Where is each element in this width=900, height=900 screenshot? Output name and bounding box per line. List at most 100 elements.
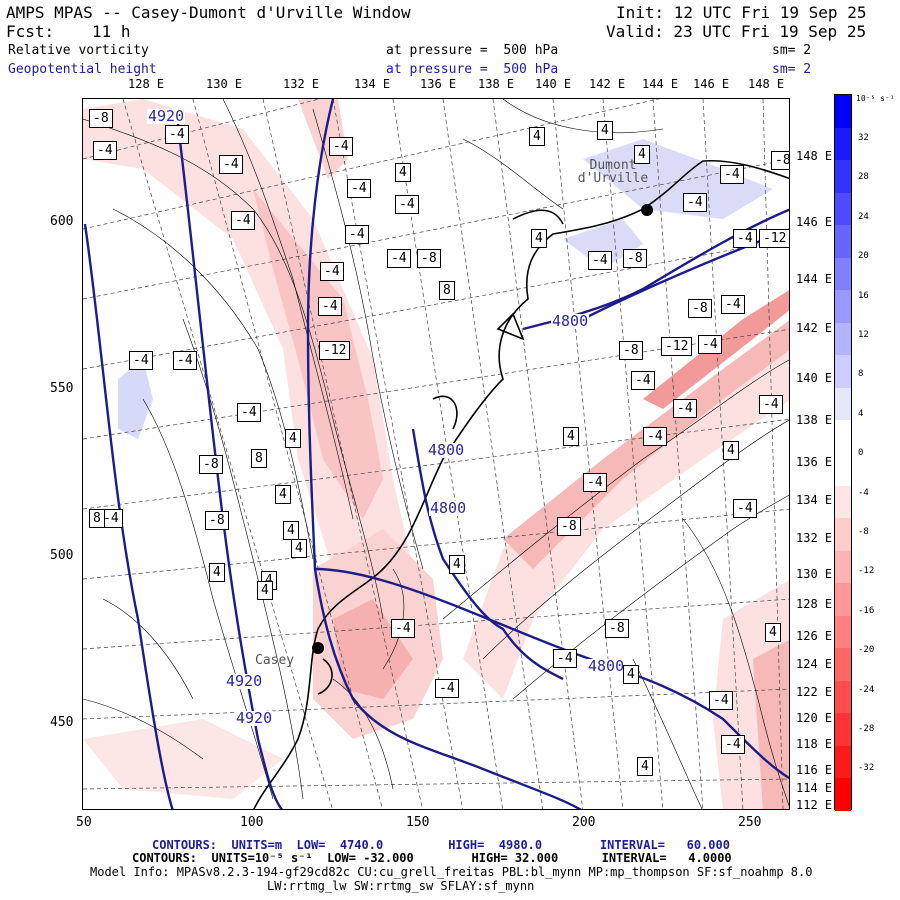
colorbar-swatch [835, 127, 851, 161]
colorbar-label: 4 [858, 408, 864, 419]
top-longitude-label: 142 E [589, 77, 626, 91]
right-longitude-label: 148 E [796, 149, 833, 163]
right-longitude-label: 142 E [796, 321, 833, 335]
colorbar-swatch [835, 95, 851, 129]
colorbar-swatch [835, 778, 851, 812]
vorticity-contour-label: 8 [251, 449, 267, 468]
colorbar-swatch [835, 290, 851, 324]
top-longitude-label: 144 E [642, 77, 679, 91]
vorticity-contour-info: CONTOURS: UNITS=10⁻⁵ s⁻¹ LOW= -32.000 HI… [132, 851, 732, 865]
right-longitude-label: 114 E [796, 781, 833, 795]
top-longitude-label: 146 E [693, 77, 730, 91]
field1-smoothing: sm= 2 [772, 43, 812, 58]
casey-station-marker [312, 642, 324, 654]
vorticity-contour-label: 4 [449, 555, 465, 574]
right-longitude-label: 134 E [796, 493, 833, 507]
colorbar-swatch [835, 648, 851, 682]
colorbar-label: -28 [858, 724, 875, 734]
vorticity-contour-label: 4 [531, 229, 547, 248]
vorticity-contour-label: -4 [93, 141, 117, 160]
vorticity-colorbar [834, 94, 852, 812]
forecast-label: Fcst: [6, 22, 55, 41]
top-longitude-label: 140 E [535, 77, 572, 91]
vorticity-contour-label: 8 [439, 281, 455, 300]
vorticity-contour-label: -4 [219, 155, 243, 174]
casey-station-label: Casey [255, 653, 295, 668]
height-contour-label: 4800 [427, 441, 466, 459]
vorticity-contours [83, 99, 789, 809]
colorbar-label: 16 [858, 290, 869, 301]
top-longitude-label: 138 E [478, 77, 515, 91]
vorticity-contour-label: -4 [583, 473, 607, 492]
colorbar-swatch [835, 387, 851, 421]
vorticity-contour-label: -4 [683, 193, 707, 212]
x-tick-label: 250 [738, 815, 762, 830]
colorbar-label: -32 [858, 763, 875, 774]
right-longitude-label: 124 E [796, 657, 833, 671]
field2-level: at pressure = 500 hPa [386, 62, 559, 77]
colorbar-unit: 10⁻⁵ s⁻¹ [856, 94, 895, 103]
right-longitude-label: 128 E [796, 597, 833, 611]
vorticity-contour-label: -4 [231, 211, 255, 230]
vorticity-contour-label: -4 [435, 679, 459, 698]
vorticity-contour-label: 4 [275, 485, 291, 504]
colorbar-swatch [835, 322, 851, 356]
vorticity-contour-label: -8 [619, 341, 643, 360]
vorticity-contour-label: -4 [721, 735, 745, 754]
colorbar-label: 0 [858, 448, 864, 459]
right-longitude-label: 118 E [796, 737, 833, 751]
vorticity-contour-label: 4 [209, 563, 225, 582]
colorbar-swatch [835, 680, 851, 714]
vorticity-contour-label: -4 [237, 403, 261, 422]
height-contour-label: 4800 [587, 657, 626, 675]
colorbar-label: -12 [858, 566, 875, 577]
right-longitude-label: 130 E [796, 567, 833, 581]
vorticity-contour-label: -4 [329, 137, 353, 156]
vorticity-contour-label: -12 [759, 229, 789, 248]
right-longitude-label: 136 E [796, 455, 833, 469]
vorticity-contour-label: -8 [89, 109, 113, 128]
vorticity-contour-label: -4 [733, 499, 757, 518]
field2-smoothing: sm= 2 [772, 62, 812, 77]
colorbar-label: -24 [858, 684, 875, 695]
vorticity-contour-label: 4 [257, 581, 273, 600]
vorticity-contour-label: 4 [765, 623, 781, 642]
model-info-physics: LW:rrtmg_lw SW:rrtmg_sw SFLAY:sf_mynn [267, 879, 535, 893]
vorticity-contour-label: 4 [291, 539, 307, 558]
vorticity-contour-label: -4 [173, 351, 197, 370]
top-longitude-label: 128 E [128, 77, 165, 91]
colorbar-label: -16 [858, 605, 875, 616]
right-longitude-label: 144 E [796, 272, 833, 286]
vorticity-contour-label: -4 [347, 179, 371, 198]
vorticity-contour-label: -4 [673, 399, 697, 418]
colorbar-label: 24 [858, 211, 869, 222]
vorticity-contour-label: 4 [283, 521, 299, 540]
top-longitude-label: 148 E [748, 77, 785, 91]
vorticity-contour-label: -8 [557, 517, 581, 536]
right-longitude-label: 112 E [796, 798, 833, 812]
field1-level: at pressure = 500 hPa [386, 43, 559, 58]
colorbar-swatch [835, 745, 851, 779]
field1-name: Relative vorticity [8, 43, 149, 58]
coastline [253, 159, 789, 809]
forecast-hour: 11 h [92, 22, 131, 41]
colorbar-swatch [835, 615, 851, 649]
vorticity-contour-label: -4 [721, 295, 745, 314]
field2-name: Geopotential height [8, 62, 157, 77]
y-tick-label: 450 [50, 715, 74, 730]
vorticity-contour-label: -4 [733, 229, 757, 248]
right-longitude-label: 126 E [796, 629, 833, 643]
height-contour-info: CONTOURS: UNITS=m LOW= 4740.0 HIGH= 4980… [152, 838, 730, 852]
vorticity-contour-label: -4 [318, 297, 342, 316]
vorticity-contour-label: -8 [605, 619, 629, 638]
right-longitude-label: 146 E [796, 215, 833, 229]
colorbar-label: -20 [858, 645, 875, 656]
vorticity-contour-label: 4 [529, 127, 545, 146]
right-longitude-label: 120 E [796, 711, 833, 725]
height-contour-label: 4920 [225, 672, 264, 690]
vorticity-contour-label: 4 [597, 121, 613, 140]
right-longitude-label: 122 E [796, 685, 833, 699]
valid-time: Valid: 23 UTC Fri 19 Sep 25 [606, 22, 867, 41]
y-tick-label: 550 [50, 381, 74, 396]
map-title: AMPS MPAS -- Casey-Dumont d'Urville Wind… [6, 3, 411, 22]
